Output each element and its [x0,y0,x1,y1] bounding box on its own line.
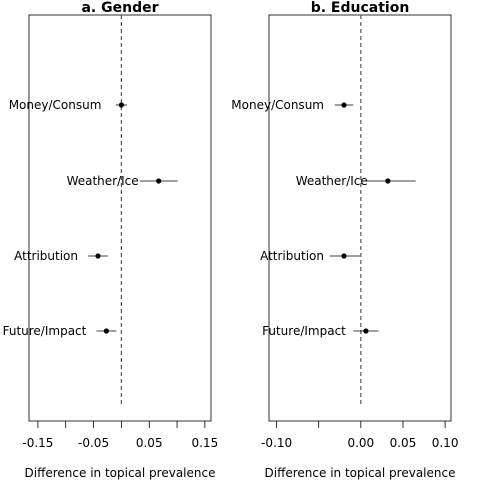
x-axis-title: Difference in topical prevalence [25,466,216,480]
category-label: Weather/Ice [296,174,368,188]
x-tick-label: -0.15 [22,436,53,450]
category-label: Attribution [260,249,324,263]
plot-frame [268,14,452,422]
data-marks: Money/Consum Weather/Ice Attribution Future… [3,98,178,338]
category-label: Money/Consum [9,98,102,112]
estimate-point [103,328,109,334]
x-axis-ticks: -0.10 0.00 0.05 0.10 [261,421,458,450]
x-axis-ticks: -0.15 -0.05 0.05 0.15 [22,421,218,450]
plot-frame [28,14,212,422]
data-marks: Money/Consum Weather/Ice Attribution Future… [231,98,416,338]
category-label: Future/Impact [262,324,346,338]
x-axis-title: Difference in topical prevalence [265,466,456,480]
x-tick-label: -0.10 [261,436,292,450]
x-tick-label: 0.05 [390,436,417,450]
estimate-point [341,253,347,259]
panel-title: a. Gender [81,0,158,16]
x-tick-label: 0.05 [136,436,163,450]
x-tick-label: 0.00 [347,436,374,450]
estimate-point [118,102,124,108]
category-label: Weather/Ice [67,174,139,188]
category-label: Future/Impact [3,324,87,338]
category-label: Attribution [14,249,78,263]
estimate-point [385,178,391,184]
category-label: Money/Consum [231,98,324,112]
estimate-point [363,328,369,334]
x-tick-label: 0.15 [192,436,219,450]
estimate-point [341,102,347,108]
panel-gender: a. Gender Money/Consum Weather/Ice Attribu… [3,0,219,480]
estimate-point [95,253,101,259]
x-tick-label: -0.05 [78,436,109,450]
estimate-point [156,178,162,184]
panel-title: b. Education [311,0,410,16]
x-tick-label: 0.10 [432,436,459,450]
panel-education: b. Education Money/Consum Weather/Ice Attr… [231,0,458,480]
